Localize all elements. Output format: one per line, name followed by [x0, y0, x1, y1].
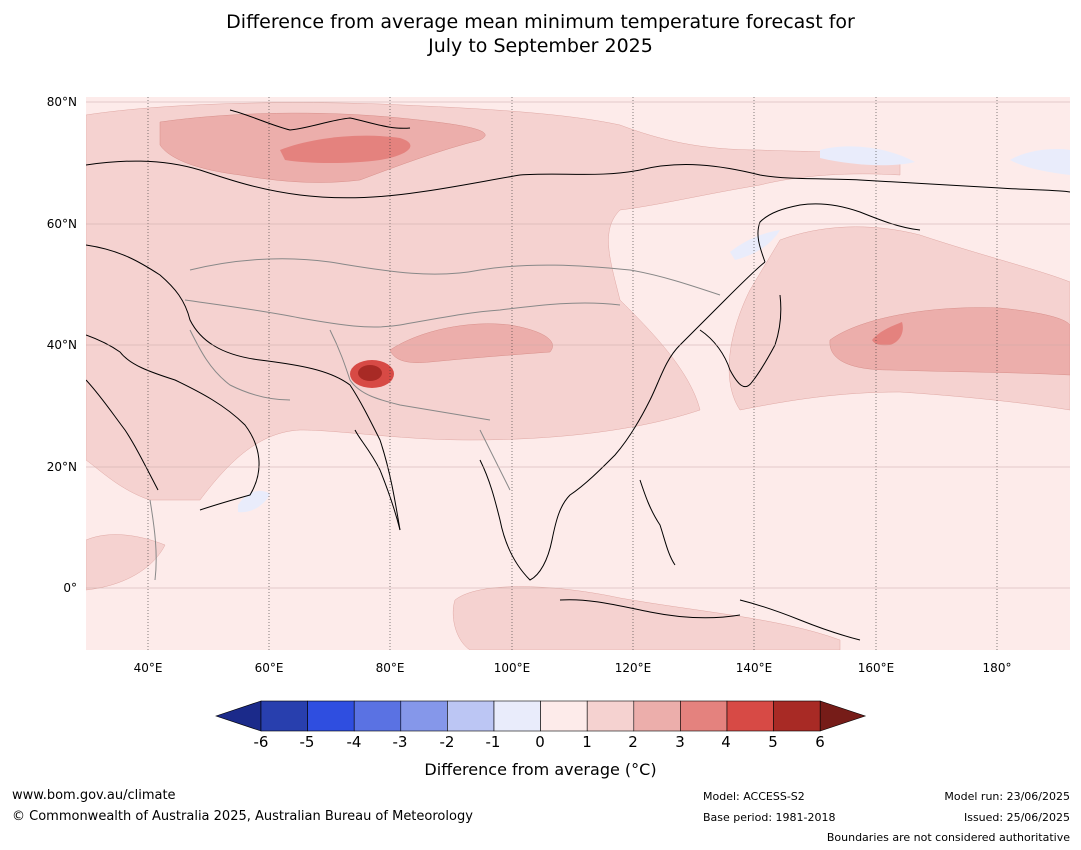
- anomaly-region-okhotsk: [730, 230, 780, 260]
- colorbar-label: 6: [815, 733, 825, 751]
- colorbar-label: -3: [392, 733, 408, 751]
- copyright-text: © Commonwealth of Australia 2025, Austra…: [12, 809, 473, 824]
- lon-tick-label: 140°E: [736, 661, 773, 675]
- lon-tick-label: 120°E: [615, 661, 652, 675]
- lat-tick-labels: 80°N 60°N 40°N 20°N 0°: [47, 95, 77, 595]
- boundary-disclaimer: Boundaries are not considered authoritat…: [826, 831, 1070, 844]
- colorbar-segment: [400, 700, 448, 732]
- colorbar-label: 4: [721, 733, 731, 751]
- gridlines: [86, 97, 1070, 650]
- lon-tick-label: 80°E: [376, 661, 405, 675]
- anomaly-shading: [86, 102, 1070, 650]
- colorbar-label: 2: [628, 733, 638, 751]
- anomaly-region-pacific-hot: [872, 322, 903, 346]
- colorbar-label: -1: [485, 733, 501, 751]
- lon-tick-label: 100°E: [494, 661, 531, 675]
- colorbar-segment: [493, 700, 541, 732]
- base-period: Base period: 1981-2018: [703, 811, 836, 824]
- anomaly-hotspot-core: [358, 365, 382, 381]
- anomaly-region-bering: [1010, 149, 1070, 175]
- lat-tick-label: 20°N: [47, 460, 77, 474]
- colorbar-segment: [540, 700, 588, 732]
- lon-tick-label: 60°E: [255, 661, 284, 675]
- colorbar-label: -6: [253, 733, 269, 751]
- model-name: Model: ACCESS-S2: [703, 790, 805, 803]
- map-title: Difference from average mean minimum tem…: [0, 10, 1081, 58]
- colorbar-segment: [773, 700, 821, 732]
- colorbar-segment: [260, 700, 308, 732]
- lat-tick-label: 0°: [63, 581, 77, 595]
- colorbar-label: 1: [582, 733, 592, 751]
- lon-tick-label: 180°: [983, 661, 1012, 675]
- colorbar-label: 5: [768, 733, 778, 751]
- colorbar-segment: [586, 700, 635, 732]
- anomaly-region-east-africa: [86, 534, 166, 591]
- colorbar-segment: [633, 700, 681, 732]
- model-run-date: Model run: 23/06/2025: [944, 790, 1070, 803]
- title-line-1: Difference from average mean minimum tem…: [226, 11, 855, 33]
- colorbar-segment: [307, 700, 355, 732]
- anomaly-region-eurasia: [86, 102, 901, 501]
- colorbar-label: 3: [675, 733, 685, 751]
- lat-tick-label: 60°N: [47, 217, 77, 231]
- colorbar-label: -5: [299, 733, 315, 751]
- colorbar-title: Difference from average (°C): [424, 760, 657, 779]
- anomaly-region-pacific-core: [829, 307, 1070, 376]
- lon-tick-label: 160°E: [858, 661, 895, 675]
- colorbar: [215, 700, 867, 732]
- colorbar-extend-low: [215, 700, 262, 732]
- colorbar-label: 0: [535, 733, 545, 751]
- issued-date: Issued: 25/06/2025: [963, 811, 1070, 824]
- anomaly-region-chukchi: [820, 146, 915, 166]
- colorbar-label: -4: [346, 733, 362, 751]
- lat-tick-label: 40°N: [47, 338, 77, 352]
- anomaly-region-kara-sea: [280, 135, 411, 163]
- colorbar-segment: [353, 700, 402, 732]
- lat-tick-label: 80°N: [47, 95, 77, 109]
- country-borders: [149, 258, 721, 581]
- coastlines: [86, 109, 1070, 641]
- colorbar-segment: [726, 700, 774, 732]
- colorbar-segment: [447, 700, 495, 732]
- colorbar-segment: [680, 700, 728, 732]
- lon-tick-label: 40°E: [134, 661, 163, 675]
- colorbar-extend-high: [819, 700, 867, 732]
- website-link[interactable]: www.bom.gov.au/climate: [12, 788, 176, 803]
- lon-tick-labels: 40°E 60°E 80°E 100°E 120°E 140°E 160°E 1…: [134, 661, 1012, 675]
- title-line-2: July to September 2025: [428, 35, 653, 57]
- colorbar-label: -2: [439, 733, 455, 751]
- anomaly-region-maritime: [452, 586, 841, 650]
